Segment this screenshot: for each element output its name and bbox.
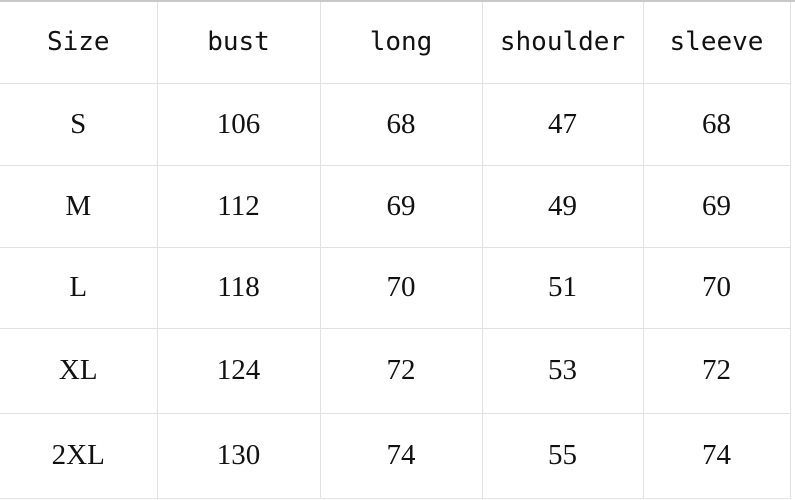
header-cell-bust: bust [157,2,321,84]
cell-bust: 106 [157,83,321,166]
cell-sleeve: 68 [643,83,791,166]
cell-long: 72 [320,328,483,414]
cell-size: XL [0,328,158,414]
cell-shoulder: 53 [482,328,644,414]
header-cell-sleeve: sleeve [643,2,791,84]
cell-shoulder: 55 [482,413,644,499]
cell-shoulder: 47 [482,83,644,166]
header-cell-shoulder: shoulder [482,2,644,84]
cell-long: 69 [320,165,483,248]
cell-size: L [0,247,158,329]
cell-long: 74 [320,413,483,499]
top-border [0,0,795,2]
cell-size: 2XL [0,413,158,499]
table-row: 2XL 130 74 55 74 [0,413,791,499]
cell-sleeve: 72 [643,328,791,414]
table-row: S 106 68 47 68 [0,83,791,166]
header-row: Size bust long shoulder sleeve [0,2,791,84]
cell-shoulder: 49 [482,165,644,248]
cell-sleeve: 70 [643,247,791,329]
cell-bust: 112 [157,165,321,248]
header-cell-long: long [320,2,483,84]
cell-bust: 130 [157,413,321,499]
cell-bust: 118 [157,247,321,329]
table-row: L 118 70 51 70 [0,247,791,329]
header-cell-size: Size [0,2,158,84]
cell-shoulder: 51 [482,247,644,329]
table-row: M 112 69 49 69 [0,165,791,248]
cell-sleeve: 74 [643,413,791,499]
cell-size: S [0,83,158,166]
table-row: XL 124 72 53 72 [0,328,791,414]
cell-long: 68 [320,83,483,166]
cell-size: M [0,165,158,248]
cell-sleeve: 69 [643,165,791,248]
cell-bust: 124 [157,328,321,414]
cell-long: 70 [320,247,483,329]
